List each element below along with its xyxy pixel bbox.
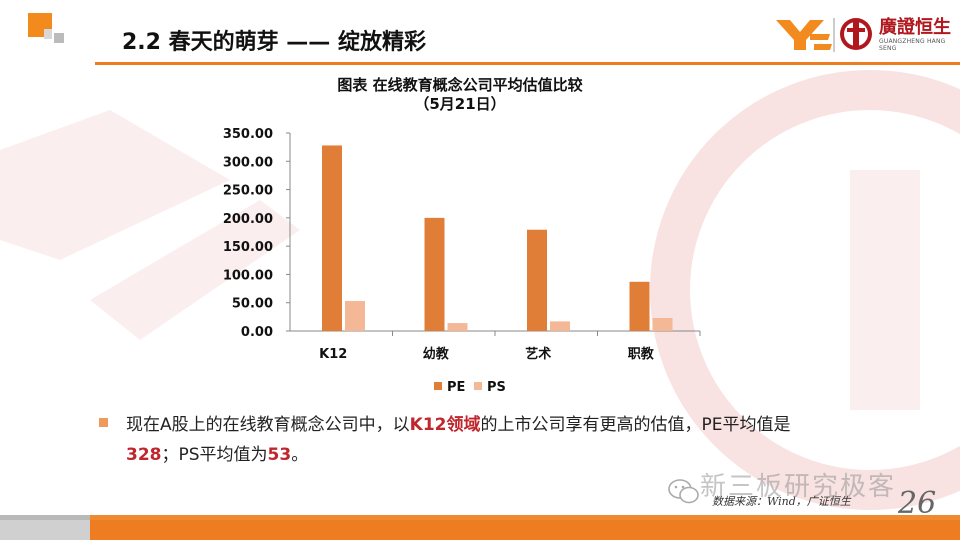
- note-highlight-k12: K12领域: [409, 415, 481, 435]
- logo-text: 廣證恒生: [879, 17, 951, 38]
- y-tick-label: 300.00: [223, 155, 273, 170]
- y-tick-label: 250.00: [223, 184, 273, 199]
- bar-ps: [550, 321, 570, 331]
- x-tick-label: K12: [319, 347, 347, 362]
- y-tick-label: 150.00: [223, 240, 273, 255]
- x-tick-label: 职教: [628, 346, 655, 362]
- data-source: 数据来源：Wind，广证恒生: [712, 495, 851, 508]
- bar-ps: [345, 301, 365, 331]
- legend-swatch-pe: [434, 382, 442, 390]
- page-title: 2.2 春天的萌芽 —— 绽放精彩: [122, 30, 426, 55]
- company-logo: [776, 18, 872, 52]
- chart-title-block: 图表 在线教育概念公司平均估值比较 （5月21日）: [300, 76, 620, 114]
- title-underline: [95, 62, 960, 65]
- watermark-text: 新三板研究极客: [700, 472, 897, 502]
- note-part3: ；PS平均值为: [161, 445, 268, 465]
- legend-swatch-ps: [474, 382, 482, 390]
- y-tick-label: 100.00: [223, 268, 273, 283]
- legend-label-ps: PS: [487, 380, 506, 395]
- y-tick-label: 50.00: [232, 297, 273, 312]
- chart-subtitle: （5月21日）: [414, 95, 506, 113]
- y-tick-label: 0.00: [241, 325, 273, 340]
- bar-ps: [447, 323, 468, 331]
- bar-pe: [322, 145, 342, 331]
- bar-pe: [527, 229, 547, 331]
- legend-label-pe: PE: [447, 380, 465, 395]
- chart-title: 图表 在线教育概念公司平均估值比较: [337, 76, 583, 94]
- bar-pe: [629, 281, 650, 331]
- conclusion-text: 现在A股上的在线教育概念公司中，以K12领域的上市公司享有更高的估值，PE平均值…: [126, 410, 886, 470]
- bar-pe: [424, 217, 445, 331]
- footer-bar: [0, 515, 960, 540]
- x-tick-label: 幼教: [423, 346, 450, 362]
- note-part2: 的上市公司享有更高的估值，PE平均值是: [480, 415, 791, 435]
- note-part1: 现在A股上的在线教育概念公司中，以: [126, 415, 410, 435]
- corner-square-small: [54, 33, 64, 43]
- x-tick-label: 艺术: [525, 346, 551, 362]
- bullet-marker: [99, 418, 108, 427]
- wechat-icon: [668, 479, 699, 504]
- y-tick-label: 350.00: [223, 127, 273, 142]
- y-tick-label: 200.00: [223, 212, 273, 227]
- logo-subtext: GUANGZHENG HANG SENG: [879, 38, 946, 52]
- note-highlight-ps: 53: [267, 445, 292, 465]
- note-highlight-pe: 328: [126, 445, 162, 465]
- corner-square-gray: [44, 29, 52, 39]
- bar-ps: [652, 317, 673, 331]
- note-part4: 。: [291, 445, 309, 465]
